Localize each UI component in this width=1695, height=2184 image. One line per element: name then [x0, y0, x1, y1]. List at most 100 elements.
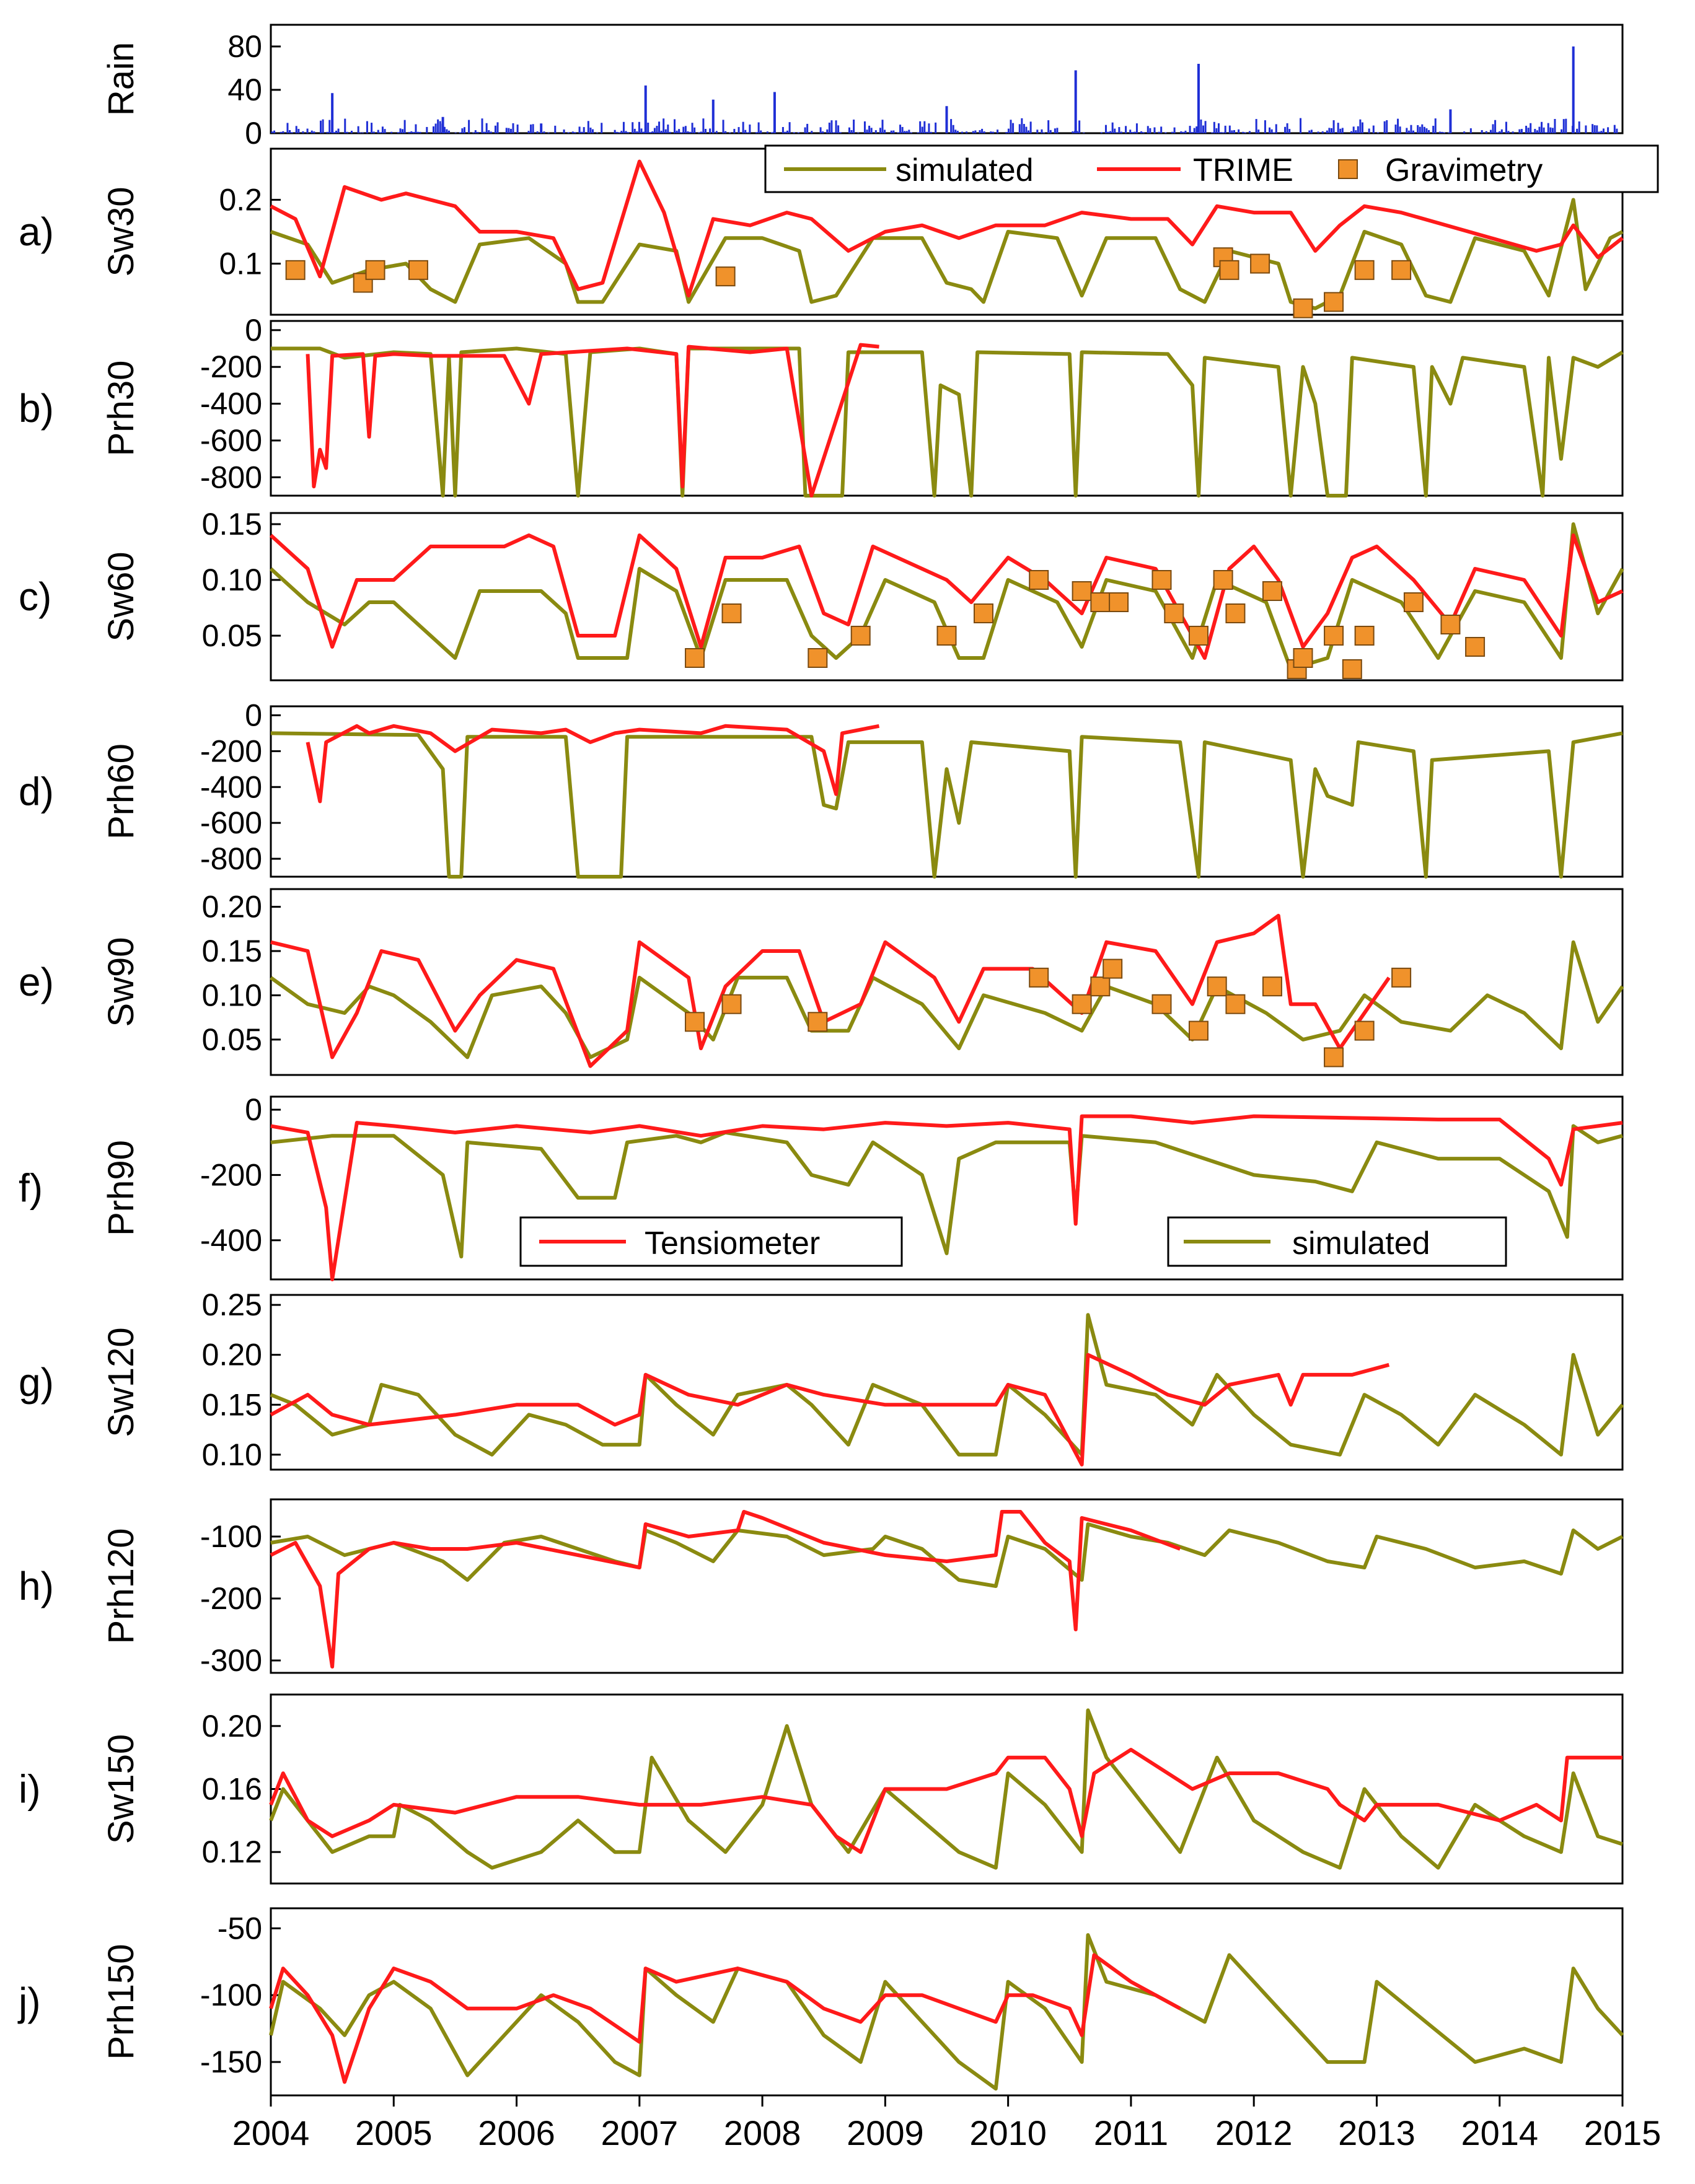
- y-tick-label: -200: [200, 734, 262, 768]
- panel-b-frame: [270, 320, 1624, 497]
- legend-label-simulated-2: simulated: [1292, 1226, 1430, 1261]
- legend-top-box: [764, 144, 1659, 193]
- series-line-simulated: [270, 198, 1624, 310]
- y-axis-label: Rain: [101, 42, 141, 116]
- series-line-simulated: [269, 522, 1624, 671]
- panel-c: 0.15 0.10 0.05 Sw60 c): [19, 507, 1624, 682]
- panel-letter: b): [19, 386, 54, 431]
- panel-h: -100 -200 -300 Prh120 h): [19, 1498, 1624, 1678]
- x-tick-label: 2006: [478, 2113, 555, 2152]
- gravimetry-marker: [353, 273, 373, 293]
- gravimetry-marker: [1090, 592, 1111, 612]
- y-axis-label: Sw90: [101, 937, 141, 1027]
- panel-d-frame: [270, 705, 1624, 878]
- series-line-simulated: [270, 1124, 1623, 1259]
- panel-j: -50 -100 -150 Prh150 j): [17, 1907, 1624, 2097]
- y-tick-label: 0: [245, 116, 262, 151]
- y-tick-label: 0.1: [219, 247, 262, 281]
- x-tick-label: 2004: [232, 2113, 310, 2152]
- x-tick-label: 2015: [1584, 2113, 1662, 2152]
- gravimetry-marker: [1391, 967, 1412, 988]
- y-tick-label: 0.15: [202, 1387, 262, 1422]
- series-line-simulated: [270, 940, 1624, 1059]
- y-tick-label: -600: [200, 423, 262, 458]
- y-tick-label: -400: [200, 770, 262, 804]
- gravimetry-marker: [1440, 615, 1461, 634]
- y-axis-label: Sw150: [101, 1734, 141, 1844]
- gravimetry-marker: [1188, 1020, 1209, 1041]
- gravimetry-marker: [1103, 958, 1123, 979]
- series-line-simulated: [271, 346, 1624, 498]
- panel-letter: f): [19, 1166, 43, 1211]
- y-axis-label: Prh30: [101, 361, 141, 457]
- panel-rain: 80 40 0 Rain: [101, 24, 1624, 151]
- y-tick-label: 0: [245, 1092, 262, 1127]
- y-tick-label: -800: [200, 841, 262, 876]
- x-tick-label: 2012: [1215, 2113, 1293, 2152]
- legend-label-tensiometer: Tensiometer: [645, 1226, 820, 1261]
- gravimetry-marker: [721, 994, 742, 1014]
- y-tick-label: 0.2: [219, 182, 262, 217]
- legends: simulated TRIME Gravimetry Tensiometer s…: [519, 144, 1659, 1267]
- y-tick-label: -50: [218, 1911, 262, 1945]
- gravimetry-marker: [1324, 1047, 1344, 1068]
- gravimetry-marker: [715, 266, 736, 287]
- panel-j-frame: [270, 1907, 1624, 2097]
- y-axis-label: Prh90: [101, 1140, 141, 1236]
- gravimetry-marker: [1354, 626, 1375, 646]
- y-tick-label: -200: [200, 349, 262, 384]
- series-line-trime: [269, 1748, 1622, 1854]
- series-line-simulated: [269, 1708, 1623, 1870]
- y-tick-label: 0.05: [202, 1022, 262, 1057]
- gravimetry-marker: [1213, 570, 1233, 590]
- series-line-trime: [270, 159, 1624, 298]
- y-tick-label: 80: [227, 29, 262, 64]
- x-tick-label: 2014: [1461, 2113, 1538, 2152]
- y-tick-label: -150: [200, 2045, 262, 2079]
- y-axis-label: Prh150: [101, 1944, 141, 2059]
- x-tick-label: 2011: [1094, 2113, 1168, 2152]
- x-tick-label: 2010: [969, 2113, 1047, 2152]
- gravimetry-marker: [1219, 260, 1239, 280]
- legend-tension: Tensiometer simulated: [519, 1216, 1507, 1267]
- series-line-tensiometer: [270, 1114, 1623, 1281]
- panel-e-frame: [270, 888, 1624, 1076]
- gravimetry-marker: [1109, 592, 1129, 612]
- series-line-simulated: [270, 1522, 1624, 1588]
- gravimetry-marker: [1250, 253, 1270, 274]
- legend-label-gravimetry: Gravimetry: [1385, 152, 1543, 188]
- gravimetry-marker: [1342, 659, 1362, 679]
- panel-d: 0-200-400-600-800 Prh60 d): [19, 698, 1624, 879]
- y-tick-label: 0.20: [202, 890, 262, 924]
- gravimetry-marker: [1072, 581, 1092, 601]
- y-tick-label: 0.10: [202, 978, 262, 1012]
- y-tick-label: 0.20: [202, 1338, 262, 1372]
- gravimetry-marker: [1391, 260, 1412, 280]
- series-line-simulated: [270, 1313, 1624, 1457]
- panel-e: 0.20 0.15 0.10 0.05 Sw90 e): [19, 888, 1624, 1076]
- series-line-tensiometer: [269, 1953, 1181, 2084]
- gravimetry-marker: [685, 648, 705, 668]
- gravimetry-marker: [1354, 1020, 1375, 1041]
- panel-i: 0.20 0.16 0.12 Sw150 i): [19, 1693, 1624, 1885]
- y-tick-label: -400: [200, 387, 262, 421]
- panel-f-frame: [270, 1095, 1624, 1281]
- panel-letter: a): [19, 209, 54, 254]
- y-tick-label: 0.16: [202, 1772, 262, 1807]
- gravimetry-marker: [1072, 994, 1092, 1014]
- gravimetry-marker: [1354, 260, 1375, 280]
- y-tick-label: 0.15: [202, 934, 262, 968]
- y-tick-label: -100: [200, 1519, 262, 1554]
- panel-letter: c): [19, 574, 51, 619]
- gravimetry-marker: [1225, 994, 1246, 1014]
- panel-letter: i): [19, 1767, 41, 1812]
- y-axis-label: Sw30: [101, 186, 141, 276]
- panel-g-frame: [270, 1294, 1624, 1471]
- legend-label-trime: TRIME: [1193, 152, 1293, 188]
- series-line-trime: [269, 533, 1624, 660]
- gravimetry-marker: [1324, 626, 1344, 646]
- gravimetry-marker: [1164, 603, 1184, 623]
- gravimetry-marker: [1293, 298, 1313, 318]
- gravimetry-marker: [685, 1012, 705, 1032]
- x-tick-label: 2013: [1338, 2113, 1415, 2152]
